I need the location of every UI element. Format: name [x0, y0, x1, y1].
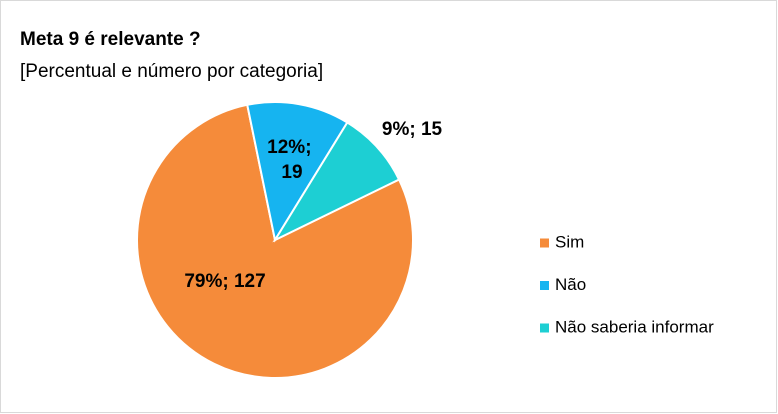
pie-slice: [246, 101, 349, 243]
legend-swatch: [540, 238, 549, 248]
data-label: 79%; 127: [184, 271, 265, 292]
chart-title: Meta 9 é relevante ?: [20, 29, 201, 50]
legend-swatch: [540, 323, 549, 333]
legend-swatch: [540, 281, 549, 290]
data-label: 9%; 15: [382, 119, 443, 140]
data-label: 12%; 19: [267, 137, 317, 183]
pie-slice: [272, 121, 401, 243]
legend-label: Sim: [555, 232, 584, 251]
chart-subtitle: [Percentual e número por categoria]: [20, 61, 323, 82]
legend-label: Não: [555, 275, 586, 294]
legend-label: Não saberia informar: [555, 317, 714, 336]
